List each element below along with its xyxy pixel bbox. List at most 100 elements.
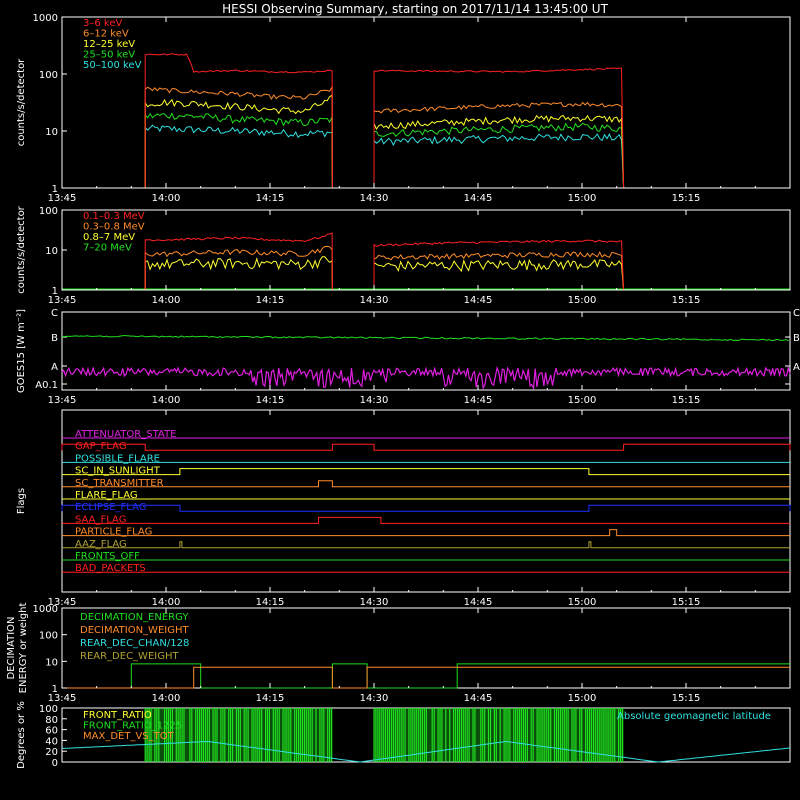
legend-entry: 0.3–0.8 MeV [83,222,145,233]
y-tick-label: 100 [39,206,58,217]
x-tick-label: 14:45 [464,295,493,306]
flag-label: GAP_FLAG [75,441,127,452]
x-tick-label: 14:00 [152,693,181,704]
y-tick-label: C [793,308,800,319]
x-tick-label: 13:45 [48,597,77,608]
y-tick-label: 10 [45,246,58,257]
y-tick-label: 1 [52,184,58,195]
latitude-line [61,740,791,763]
flag-label: SC_TRANSMITTER [75,478,164,489]
ratio-fill [374,708,624,762]
ratio-fill [145,708,333,762]
y-tick-label: B [51,333,58,344]
x-tick-label: 14:45 [464,693,493,704]
x-tick-label: 15:00 [568,395,597,406]
series-line [61,365,791,391]
flag-line [62,516,790,524]
y-tick-label: 40 [45,736,58,747]
x-tick-label: 15:00 [568,295,597,306]
x-tick-label: 15:15 [672,193,701,204]
x-tick-label: 13:45 [48,693,77,704]
y-tick-label: C [51,308,58,319]
legend-entry: DECIMATION_ENERGY [80,612,189,623]
flag-label: PARTICLE_FLAG [75,527,152,538]
legend-entry: 0.8–7 MeV [83,232,135,243]
series-line [62,663,790,689]
x-tick-label: 14:00 [152,193,181,204]
legend-entry: FRONT_RATIO [83,710,152,721]
legend-entry: REAR_DEC_WEIGHT [80,651,179,662]
flag-label: SAA_FLAG [75,514,126,525]
x-tick-label: 14:45 [464,395,493,406]
legend-entry: 6–12 keV [83,29,129,40]
x-tick-label: 14:15 [256,295,285,306]
x-tick-label: 14:30 [360,597,389,608]
flags-axis-title: Flags [16,488,27,514]
x-tick-label: 14:45 [464,597,493,608]
x-tick-label: 13:45 [48,395,77,406]
flag-label: FLARE_FLAG [75,490,138,501]
y-tick-label: 60 [45,726,58,737]
legend-entry: 25–50 keV [83,50,135,61]
panel-count-rates [61,16,791,189]
legend-entry: FRONT_RATIO_1225 [83,721,182,732]
y-tick-label: 100 [39,70,58,81]
y-tick-label: A0.1 [35,380,58,391]
x-tick-label: 14:00 [152,295,181,306]
ratio-spikes [144,708,333,762]
y-axis-title: counts/s/detector [16,205,27,293]
legend-entry: MAX_DET_VS_TOT [83,731,175,742]
x-tick-label: 14:15 [256,693,285,704]
y-axis-title: DECIMATION [6,616,17,679]
y-tick-label: 20 [45,747,58,758]
y-tick-label: 1 [52,286,58,297]
flag-line [61,443,791,451]
y-tick-label: A [51,362,58,373]
flag-label: POSSIBLE_FLARE [75,453,160,464]
y-tick-label: 0 [52,758,58,769]
flag-line [62,541,790,549]
y-tick-label: 10 [45,657,58,668]
x-tick-label: 15:15 [672,597,701,608]
x-tick-label: 15:15 [672,295,701,306]
flag-label: AAZ_FLAG [75,539,127,550]
y-tick-label: 1 [52,684,58,695]
x-tick-label: 14:15 [256,193,285,204]
legend-entry: 12–25 keV [83,39,135,50]
y-axis-title: counts/s/detector [16,58,27,146]
legend-entry: REAR_DEC_CHAN/128 [80,638,189,649]
panel-flags [61,409,791,593]
legend-entry: DECIMATION_WEIGHT [80,625,189,636]
x-tick-label: 15:00 [568,193,597,204]
y-tick-label: 100 [39,631,58,642]
legend-entry: 3–6 keV [83,18,122,29]
flag-line [61,504,791,512]
legend-entry: 50–100 keV [83,60,142,71]
panel-goes [61,311,791,391]
flag-label: ATTENUATOR_STATE [75,429,176,440]
flag-line [62,468,790,476]
y-tick-label: A [793,362,800,373]
legend-entry: 0.1–0.3 MeV [83,211,145,222]
y-tick-label: 10 [45,127,58,138]
x-tick-label: 14:15 [256,597,285,608]
y-axis-title: ENERGY or weight [18,603,29,694]
y-axis-title: Degrees or % [16,701,27,769]
flag-label: FRONTS_OFF [75,551,140,562]
x-tick-label: 14:30 [360,295,389,306]
x-tick-label: 14:00 [152,597,181,608]
series-line [62,666,790,689]
flag-line [62,480,790,488]
y-tick-label: B [793,333,800,344]
y-tick-label: 80 [45,715,58,726]
x-tick-label: 14:30 [360,693,389,704]
x-tick-label: 13:45 [48,295,77,306]
legend-entry: 7–20 MeV [83,243,132,254]
figure-title: HESSI Observing Summary, starting on 201… [222,2,608,16]
y-tick-label: 100 [39,704,58,715]
x-tick-label: 15:15 [672,395,701,406]
x-tick-label: 15:15 [672,693,701,704]
x-tick-label: 14:30 [360,395,389,406]
series-line [61,335,789,342]
